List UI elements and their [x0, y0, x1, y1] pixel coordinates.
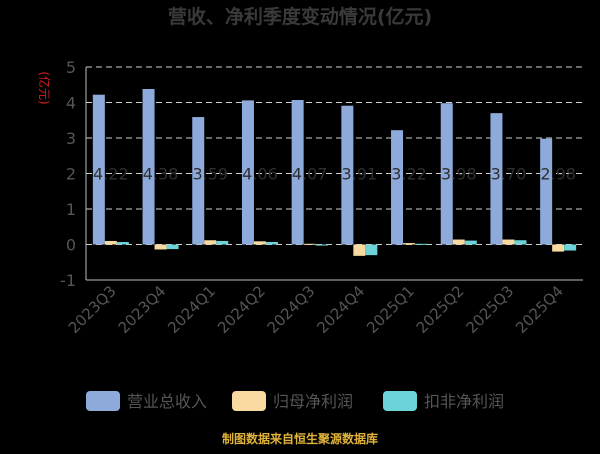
data-label: 3.22: [391, 165, 427, 184]
bar-series-3-2024Q1: [216, 240, 229, 245]
y-tick-label: -1: [60, 271, 76, 290]
footer-source: 制图数据来自恒生聚源数据库: [222, 431, 378, 446]
data-label: 3.59: [192, 165, 228, 184]
x-tick-label: 2025Q3: [462, 282, 517, 337]
data-label: 2.98: [540, 165, 576, 184]
bar-series-1-2024Q1: [192, 117, 205, 245]
legend-label: 扣非净利润: [424, 392, 504, 411]
bar-series-2-2025Q2: [452, 239, 465, 245]
bar-series-3-2025Q4: [564, 244, 577, 251]
data-label: 4.07: [292, 165, 328, 184]
bar-series-1-2024Q4: [341, 105, 354, 245]
x-tick-label: 2024Q2: [214, 282, 269, 337]
bar-series-2-2023Q3: [104, 240, 117, 245]
bar-series-2-2025Q1: [403, 243, 416, 245]
y-tick-label: 5: [66, 58, 76, 77]
bar-series-1-2025Q4: [540, 138, 553, 245]
bar-series-1-2024Q2: [241, 100, 254, 245]
x-tick-label: 2025Q2: [413, 282, 468, 337]
bar-series-1-2025Q1: [391, 130, 404, 245]
legend-swatch: [383, 391, 417, 411]
bar-series-3-2024Q3: [315, 244, 328, 246]
bar-series-1-2024Q3: [291, 100, 304, 245]
x-tick-label: 2023Q4: [115, 282, 170, 337]
y-tick-label: 4: [66, 94, 76, 113]
bar-series-2-2024Q3: [303, 243, 316, 245]
bar-series-3-2023Q3: [116, 242, 129, 245]
bars-layer: [92, 89, 577, 256]
data-label: 3.70: [491, 165, 527, 184]
y-tick-label: 1: [66, 200, 76, 219]
data-label: 4.06: [242, 165, 278, 184]
x-tick-label: 2024Q4: [313, 282, 368, 337]
bar-series-1-2025Q3: [490, 113, 503, 245]
bar-series-1-2023Q3: [92, 94, 105, 245]
bar-series-3-2024Q4: [365, 244, 378, 256]
bar-series-2-2024Q2: [253, 241, 266, 245]
legend-swatch: [232, 391, 266, 411]
bar-series-2-2025Q4: [552, 244, 565, 252]
y-tick-label: 3: [66, 129, 76, 148]
x-tick-label: 2024Q3: [264, 282, 319, 337]
labels-layer: 4.22 4.38 3.59 4.06 4.07 3.91 3.22 3.98 3.70 2.98: [93, 165, 576, 184]
bar-series-2-2024Q1: [204, 240, 217, 245]
legend: 营业总收入 归母净利润 扣非净利润: [86, 391, 504, 411]
bar-series-2-2024Q4: [353, 244, 366, 256]
bar-series-2-2023Q4: [154, 244, 167, 250]
legend-swatch: [86, 391, 120, 411]
bar-series-3-2025Q2: [464, 240, 477, 245]
data-label: 3.98: [441, 165, 477, 184]
bar-series-1-2023Q4: [142, 89, 155, 245]
bar-series-3-2025Q3: [514, 240, 527, 245]
x-tick-label: 2025Q1: [363, 282, 418, 337]
y-tick-label: 0: [66, 236, 76, 255]
legend-label: 营业总收入: [127, 392, 207, 411]
y-axis-label: (亿元): [37, 71, 52, 104]
bar-series-2-2025Q3: [502, 239, 515, 245]
bar-series-3-2025Q1: [415, 243, 428, 245]
data-label: 3.91: [342, 165, 378, 184]
axis-layer: -10123452023Q32023Q42024Q12024Q22024Q320…: [60, 58, 583, 337]
chart-title: 营收、净利季度变动情况(亿元): [168, 5, 432, 28]
data-label: 4.38: [143, 165, 179, 184]
y-tick-label: 2: [66, 165, 76, 184]
legend-label: 归母净利润: [273, 392, 353, 411]
grid-layer: [86, 66, 583, 245]
x-tick-label: 2024Q1: [164, 282, 219, 337]
x-tick-label: 2025Q4: [512, 282, 567, 337]
bar-series-1-2025Q2: [440, 103, 453, 245]
bar-series-3-2024Q2: [265, 242, 278, 245]
data-label: 4.22: [93, 165, 129, 184]
x-tick-label: 2023Q3: [65, 282, 120, 337]
bar-series-3-2023Q4: [166, 244, 179, 250]
